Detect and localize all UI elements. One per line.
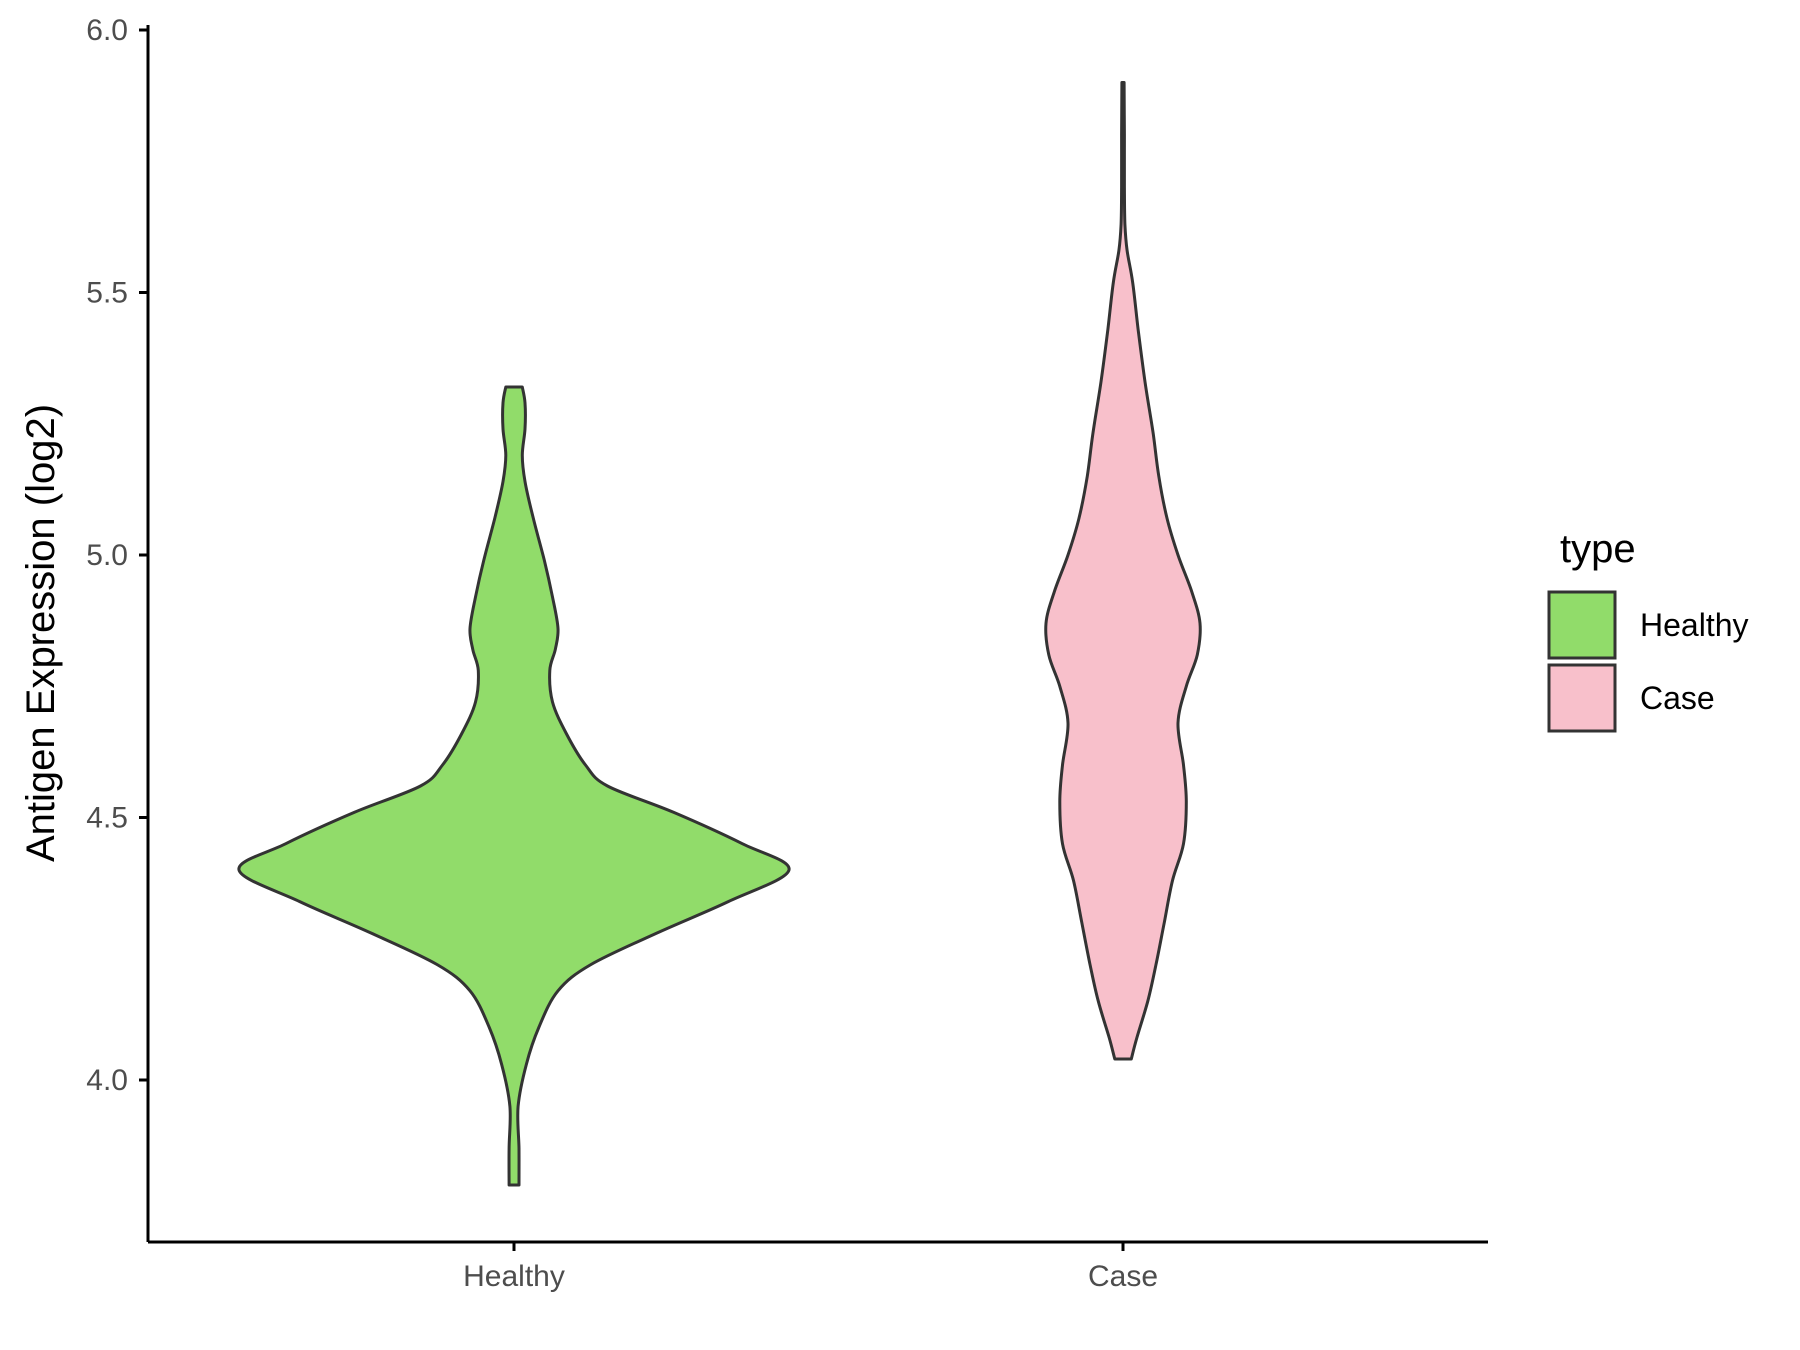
y-tick-label: 4.0: [86, 1064, 128, 1097]
legend-items: Healthy Case: [1547, 590, 1749, 733]
x-axis-ticks: Healthy Case: [463, 1242, 1158, 1293]
legend-label-healthy: Healthy: [1640, 607, 1749, 643]
violin-healthy: [237, 385, 791, 1187]
y-axis-ticks: 4.0 4.5 5.0 5.5 6.0: [86, 14, 148, 1097]
y-tick-label: 4.5: [86, 802, 128, 835]
x-tick-label-case: Case: [1088, 1260, 1158, 1293]
y-tick-label: 6.0: [86, 14, 128, 47]
y-tick-label: 5.5: [86, 277, 128, 310]
y-tick-label: 5.0: [86, 539, 128, 572]
violin-case: [1044, 81, 1202, 1061]
x-tick-label-healthy: Healthy: [463, 1260, 565, 1293]
violins-layer: [237, 81, 1202, 1187]
legend-key-healthy: [1547, 590, 1617, 660]
plot-area: 4.0 4.5 5.0 5.5 6.0 Healthy Case: [86, 14, 1488, 1293]
legend-key-case: [1547, 663, 1617, 733]
y-axis-title: Antigen Expression (log2): [19, 404, 63, 862]
legend-title: type: [1560, 527, 1636, 571]
legend-label-case: Case: [1640, 680, 1715, 716]
legend: type Healthy Case: [1547, 527, 1749, 733]
